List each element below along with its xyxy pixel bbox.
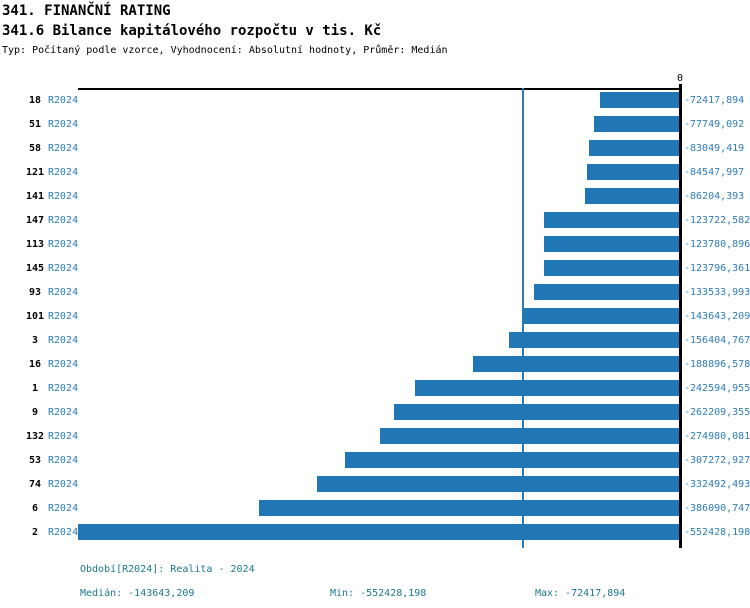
bar	[508, 331, 679, 348]
row-id: 9	[31, 406, 39, 418]
chart-title: 341.6 Bilance kapitálového rozpočtu v ti…	[2, 23, 382, 39]
row-id: 145	[25, 262, 45, 274]
row-value: -262209,355	[684, 406, 750, 418]
row-value: -133533,993	[684, 286, 750, 298]
bar	[393, 403, 679, 420]
row-series-label: R2024	[48, 190, 79, 202]
bar	[544, 235, 679, 252]
row-series-label: R2024	[48, 118, 79, 130]
bar	[533, 283, 679, 300]
row-id: 3	[31, 334, 39, 346]
bar	[344, 451, 679, 468]
bar	[587, 163, 679, 180]
bar	[588, 139, 679, 156]
row-series-label: R2024	[48, 142, 79, 154]
row-value: -83049,419	[684, 142, 745, 154]
bar	[317, 475, 679, 492]
row-series-label: R2024	[48, 94, 79, 106]
row-value: -188896,578	[684, 358, 750, 370]
bar	[544, 211, 679, 228]
row-id: 74	[28, 478, 42, 490]
bar	[473, 355, 679, 372]
row-series-label: R2024	[48, 166, 79, 178]
bar	[379, 427, 679, 444]
bar	[544, 259, 679, 276]
row-id: 113	[25, 238, 45, 250]
row-id: 141	[25, 190, 45, 202]
row-id: 53	[28, 454, 42, 466]
row-value: -274980,081	[684, 430, 750, 442]
row-value: -242594,955	[684, 382, 750, 394]
row-series-label: R2024	[48, 430, 79, 442]
bar	[585, 187, 679, 204]
row-value: -84547,997	[684, 166, 745, 178]
row-value: -86204,393	[684, 190, 745, 202]
zero-tick-label: 0	[676, 73, 684, 84]
row-series-label: R2024	[48, 286, 79, 298]
row-id: 93	[28, 286, 42, 298]
page-title: 341. FINANČNÍ RATING	[2, 3, 171, 19]
row-value: -156404,767	[684, 334, 750, 346]
row-id: 18	[28, 94, 42, 106]
bar	[78, 523, 679, 540]
footer-median: Medián: -143643,209	[80, 588, 195, 599]
row-series-label: R2024	[48, 454, 79, 466]
row-id: 1	[31, 382, 39, 394]
row-series-label: R2024	[48, 502, 79, 514]
row-value: -123722,582	[684, 214, 750, 226]
bar	[415, 379, 679, 396]
bar	[600, 91, 679, 108]
row-value: -386090,747	[684, 502, 750, 514]
row-value: -552428,198	[684, 526, 750, 538]
row-series-label: R2024	[48, 478, 79, 490]
row-series-label: R2024	[48, 526, 79, 538]
row-id: 101	[25, 310, 45, 322]
row-id: 51	[28, 118, 42, 130]
bar	[594, 115, 679, 132]
footer-max: Max: -72417,894	[535, 588, 626, 599]
row-value: -123796,361	[684, 262, 750, 274]
row-value: -332492,493	[684, 478, 750, 490]
row-value: -77749,092	[684, 118, 745, 130]
row-series-label: R2024	[48, 358, 79, 370]
row-value: -307272,927	[684, 454, 750, 466]
bar	[258, 499, 679, 516]
row-id: 121	[25, 166, 45, 178]
row-series-label: R2024	[48, 262, 79, 274]
row-series-label: R2024	[48, 238, 79, 250]
row-id: 147	[25, 214, 45, 226]
row-series-label: R2024	[48, 334, 79, 346]
row-id: 6	[31, 502, 39, 514]
row-id: 2	[31, 526, 39, 538]
row-value: -72417,894	[684, 94, 745, 106]
row-series-label: R2024	[48, 214, 79, 226]
row-value: -143643,209	[684, 310, 750, 322]
row-id: 58	[28, 142, 42, 154]
chart-meta-line: Typ: Počítaný podle vzorce, Vyhodnocení:…	[2, 45, 448, 56]
row-value: -123780,896	[684, 238, 750, 250]
row-id: 16	[28, 358, 42, 370]
footer-period: Období[R2024]: Realita - 2024	[80, 564, 255, 575]
plot-top-border	[78, 88, 682, 90]
row-id: 132	[25, 430, 45, 442]
footer-min: Min: -552428,198	[330, 588, 427, 599]
row-series-label: R2024	[48, 382, 79, 394]
row-series-label: R2024	[48, 406, 79, 418]
zero-axis-line	[679, 84, 682, 548]
row-series-label: R2024	[48, 310, 79, 322]
bar	[522, 307, 679, 324]
